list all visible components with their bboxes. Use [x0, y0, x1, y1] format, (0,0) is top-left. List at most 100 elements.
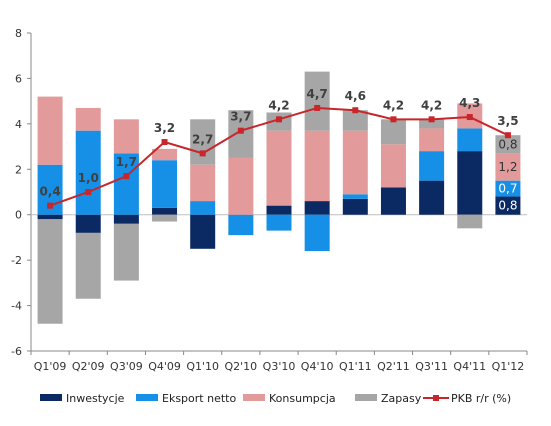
pkb-point [504, 132, 511, 139]
pkb-data-label: 0,4 [39, 185, 60, 199]
pkb-point [428, 116, 435, 123]
pkb-data-label: 1,0 [78, 171, 99, 185]
bar-inwestycje [495, 196, 521, 215]
axes: -6 -4 -2 0 2 4 6 8 Q1'09 Q2'09 Q3'09 Q4'09 Q1'10 Q2'1… [11, 27, 528, 373]
bar-inwestycje [266, 205, 292, 215]
pkb-point [352, 107, 359, 114]
bar-eksport-netto [190, 201, 216, 215]
legend-label-konsumpcja: Konsumpcja [269, 392, 336, 405]
bar-zapasy [457, 214, 483, 229]
bar-konsumpcja [75, 107, 101, 131]
pkb-data-label: 1,7 [116, 155, 137, 169]
bar-zapasy [380, 119, 406, 145]
legend-label-pkb-r-r: PKB r/r (%) [451, 392, 511, 405]
pkb-point [85, 189, 92, 195]
y-tick-label: 4 [15, 118, 22, 131]
pkb-point [123, 173, 130, 180]
bar-zapasy [228, 110, 254, 158]
x-tick-label: Q1'11 [339, 360, 372, 373]
bar-inwestycje [419, 180, 445, 215]
pkb-data-label: 4,6 [345, 89, 366, 103]
bar-inwestycje [152, 207, 178, 215]
bar-eksport-netto [457, 128, 483, 152]
bar-eksport-netto [419, 151, 445, 181]
pkb-data-label: 3,5 [497, 114, 518, 128]
legend-swatch-konsumpcja [243, 394, 265, 401]
pkb-point [314, 104, 321, 111]
bar-zapasy [152, 214, 178, 222]
bar-zapasy [37, 219, 63, 324]
bar-eksport-netto [266, 214, 292, 231]
pkb-data-label: 4,7 [307, 87, 328, 101]
x-tick-label: Q2'11 [377, 360, 410, 373]
bar-konsumpcja [419, 128, 445, 152]
bar-inwestycje [113, 214, 139, 224]
x-tick-label: Q2'10 [225, 360, 258, 373]
x-tick-label: Q4'09 [148, 360, 181, 373]
y-tick-label: 6 [15, 72, 22, 85]
bars [37, 71, 521, 324]
bar-konsumpcja [152, 148, 178, 161]
pkb-data-label: 3,2 [154, 121, 175, 135]
x-tick-label: Q2'09 [72, 360, 105, 373]
pkb-data-label: 3,7 [230, 110, 251, 124]
x-tick-label: Q1'10 [186, 360, 219, 373]
legend-label-zapasy: Zapasy [381, 392, 422, 405]
bar-eksport-netto [495, 180, 521, 197]
pkb-data-label: 4,2 [383, 98, 404, 112]
pkb-point [199, 150, 206, 157]
bar-konsumpcja [113, 119, 139, 154]
bar-konsumpcja [342, 130, 368, 195]
x-tick-label: Q1'12 [492, 360, 525, 373]
x-tick-label: Q3'10 [263, 360, 296, 373]
pkb-data-label: 2,7 [192, 132, 213, 146]
bar-eksport-netto [75, 130, 101, 215]
data-labels: 0,8 0,7 1,2 0,8 0,4 1,0 1,7 3,2 2,7 3,7 4,2 4,7 4,6 4… [39, 87, 518, 213]
bar-konsumpcja [228, 157, 254, 215]
bar-zapasy [342, 110, 368, 131]
segment-label: 0,7 [498, 182, 517, 196]
bar-konsumpcja [495, 153, 521, 181]
bar-konsumpcja [190, 164, 216, 202]
y-tick-label: 8 [15, 27, 22, 40]
pkb-point [237, 127, 244, 134]
x-tick-label: Q3'09 [110, 360, 143, 373]
legend-marker-pkb-r-r [433, 395, 439, 401]
bar-inwestycje [190, 214, 216, 249]
bar-inwestycje [304, 201, 330, 215]
bar-inwestycje [380, 187, 406, 215]
bar-inwestycje [75, 214, 101, 233]
legend-swatch-inwestycje [40, 394, 62, 401]
bar-eksport-netto [152, 160, 178, 208]
segment-label: 0,8 [498, 137, 517, 151]
pkb-point [466, 114, 473, 121]
legend-swatch-zapasy [355, 394, 377, 401]
pkb-line [47, 104, 511, 209]
legend-label-eksport-netto: Eksport netto [162, 392, 236, 405]
bar-konsumpcja [304, 130, 330, 202]
x-tick-label: Q4'11 [453, 360, 486, 373]
bar-eksport-netto [228, 214, 254, 236]
bar-zapasy [75, 232, 101, 299]
bar-inwestycje [457, 151, 483, 215]
bar-konsumpcja [266, 130, 292, 206]
bar-konsumpcja [380, 144, 406, 188]
segment-label: 0,8 [498, 199, 517, 213]
pkb-data-label: 4,2 [421, 98, 442, 112]
bar-zapasy [495, 135, 521, 154]
bar-konsumpcja [37, 96, 63, 165]
y-tick-label: -4 [11, 300, 22, 313]
legend-label-inwestycje: Inwestycje [66, 392, 125, 405]
pkb-data-label: 4,3 [459, 96, 480, 110]
y-tick-label: 0 [15, 209, 22, 222]
bar-eksport-netto [342, 194, 368, 199]
legend-swatch-eksport-netto [136, 394, 158, 401]
bar-inwestycje [37, 214, 63, 220]
legend: Inwestycje Eksport netto Konsumpcja Zapasy P… [40, 392, 511, 405]
pkb-point [47, 202, 54, 209]
x-tick-label: Q4'10 [301, 360, 334, 373]
bar-zapasy [113, 223, 139, 281]
y-tick-label: 2 [15, 163, 22, 176]
y-tick-label: -2 [11, 254, 22, 267]
